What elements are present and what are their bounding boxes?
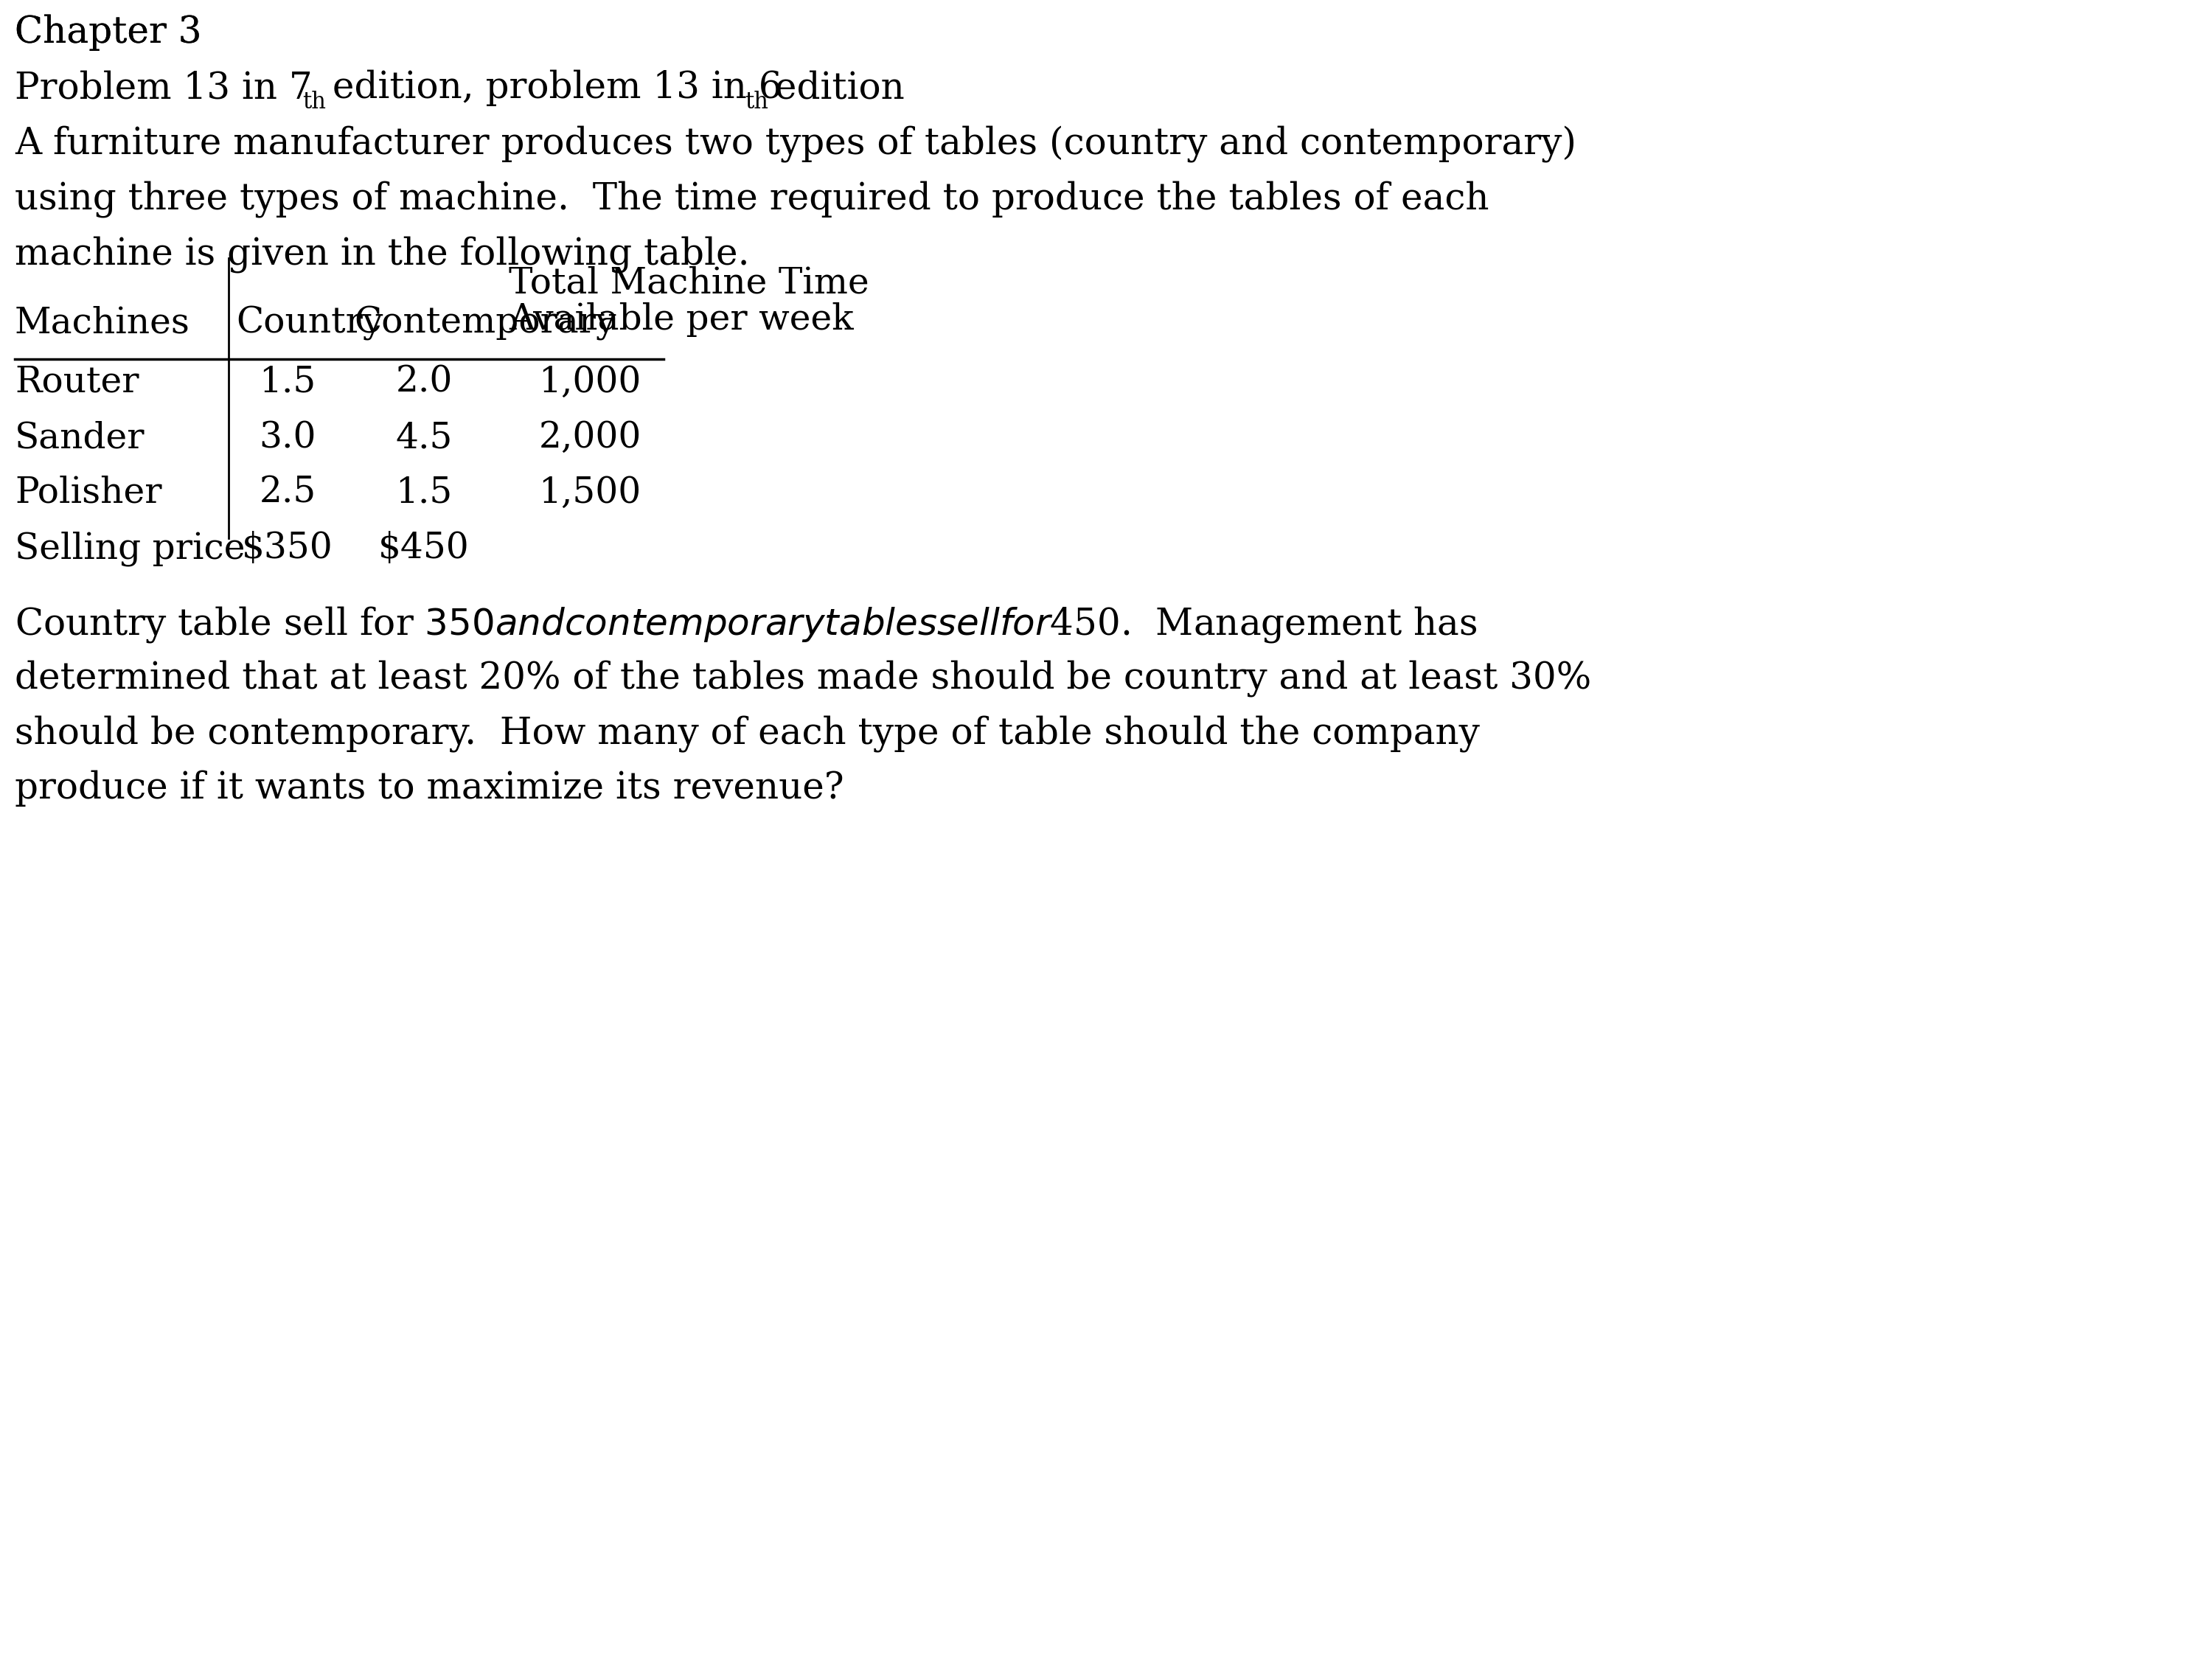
Text: produce if it wants to maximize its revenue?: produce if it wants to maximize its reve… [15,770,845,806]
Text: Polisher: Polisher [15,476,161,511]
Text: Chapter 3: Chapter 3 [15,15,201,51]
Text: Contemporary: Contemporary [354,305,615,340]
Text: th: th [303,91,325,113]
Text: th: th [745,91,768,113]
Text: machine is given in the following table.: machine is given in the following table. [15,236,750,272]
Text: should be contemporary.  How many of each type of table should the company: should be contemporary. How many of each… [15,715,1480,752]
Text: Selling price: Selling price [15,531,246,566]
Text: edition, problem 13 in 6: edition, problem 13 in 6 [321,70,783,106]
Text: $450: $450 [378,531,469,566]
Text: 3.0: 3.0 [259,420,316,455]
Text: determined that at least 20% of the tables made should be country and at least 3: determined that at least 20% of the tabl… [15,660,1590,697]
Text: Problem 13 in 7: Problem 13 in 7 [15,70,312,106]
Text: Router: Router [15,365,139,400]
Text: using three types of machine.  The time required to produce the tables of each: using three types of machine. The time r… [15,181,1489,217]
Text: 1,000: 1,000 [538,365,641,400]
Text: Available per week: Available per week [509,302,854,337]
Text: Sander: Sander [15,420,146,455]
Text: A furniture manufacturer produces two types of tables (country and contemporary): A furniture manufacturer produces two ty… [15,126,1577,163]
Text: Total Machine Time: Total Machine Time [509,265,869,300]
Text: Chapter 3: Chapter 3 [15,15,201,51]
Text: 2.5: 2.5 [259,476,316,511]
Text: 1.5: 1.5 [396,476,453,511]
Text: Machines: Machines [15,305,190,340]
Text: 4.5: 4.5 [396,420,453,455]
Text: 1,500: 1,500 [538,476,641,511]
Text: Country: Country [237,305,383,340]
Text: 2.0: 2.0 [396,365,453,400]
Text: 1.5: 1.5 [259,365,316,400]
Text: 2,000: 2,000 [538,420,641,455]
Text: $350: $350 [241,531,334,566]
Text: edition: edition [763,70,905,106]
Text: Country table sell for $350 and contemporary tables sell for $450.  Management h: Country table sell for $350 and contempo… [15,604,1478,644]
